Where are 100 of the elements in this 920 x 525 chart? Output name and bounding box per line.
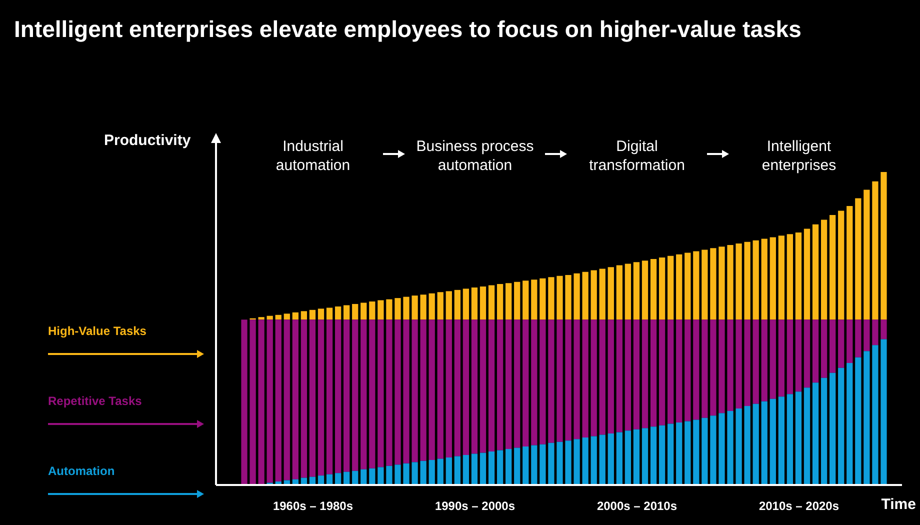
bar	[744, 242, 750, 320]
bar	[872, 181, 878, 320]
bar	[684, 252, 691, 320]
bar	[428, 293, 435, 320]
bar	[462, 288, 470, 320]
bar	[786, 320, 794, 394]
bar	[378, 300, 384, 320]
bar	[658, 425, 666, 484]
bar	[633, 429, 640, 484]
bar	[531, 445, 538, 484]
bar	[378, 320, 384, 468]
bar	[650, 426, 657, 484]
bar	[428, 320, 435, 460]
bar	[548, 442, 554, 484]
bar	[488, 320, 495, 452]
bar	[812, 320, 819, 383]
bar	[300, 311, 308, 320]
bar	[506, 283, 512, 320]
bar	[454, 456, 460, 484]
bar	[752, 404, 759, 484]
bar	[394, 320, 401, 465]
bar	[608, 433, 614, 484]
bar	[820, 320, 828, 378]
bar	[480, 286, 486, 320]
bar	[624, 264, 632, 320]
bar	[352, 304, 358, 320]
text: Repetitive Tasks	[48, 394, 143, 408]
bar	[300, 478, 308, 484]
bar	[642, 428, 648, 484]
bar	[437, 320, 444, 459]
bar	[582, 272, 588, 320]
bar	[642, 320, 648, 428]
bar	[702, 250, 708, 320]
bar	[846, 320, 853, 363]
bar	[378, 467, 384, 484]
bar	[471, 454, 478, 484]
bar	[522, 280, 529, 320]
chart-title: Intelligent enterprises elevate employees to focus on higher-value tasks	[14, 16, 802, 43]
bar	[718, 246, 725, 320]
bar	[812, 382, 819, 484]
bar	[403, 320, 410, 464]
x-axis-title: Time	[881, 496, 916, 513]
bar	[812, 224, 819, 320]
bar	[804, 388, 810, 484]
bar	[582, 320, 588, 438]
bar	[574, 273, 580, 320]
bar	[624, 320, 632, 431]
bar	[412, 462, 418, 484]
text: High-Value Tasks	[48, 324, 148, 338]
bar	[684, 320, 691, 422]
bar	[318, 476, 324, 484]
bar	[540, 320, 546, 444]
bar	[403, 463, 410, 484]
bar	[250, 320, 256, 484]
bar	[624, 430, 632, 484]
bar	[616, 320, 622, 432]
bar	[403, 296, 410, 320]
bar	[326, 308, 333, 320]
bar	[522, 446, 529, 484]
bar	[702, 418, 708, 484]
bar	[369, 320, 376, 468]
bar	[352, 470, 358, 484]
bar	[437, 458, 444, 484]
bar	[736, 320, 742, 408]
bar	[872, 345, 878, 484]
bar	[360, 302, 367, 320]
bar	[880, 339, 887, 484]
bar	[658, 257, 666, 320]
bar	[309, 310, 316, 320]
bar	[846, 362, 853, 484]
bar	[650, 320, 657, 427]
bar	[386, 466, 392, 484]
bar	[284, 314, 290, 320]
bar	[471, 320, 478, 454]
bar	[556, 320, 563, 442]
bar	[344, 305, 350, 320]
bar	[820, 220, 828, 320]
bar	[420, 460, 426, 484]
bar	[241, 320, 248, 484]
bar	[786, 234, 794, 320]
bar	[496, 450, 504, 484]
bar	[369, 301, 376, 320]
bar	[446, 457, 452, 484]
bar	[284, 480, 290, 484]
text: 1990s – 2000s	[434, 499, 516, 513]
bar	[318, 320, 324, 476]
bar	[795, 232, 802, 320]
bar	[838, 368, 844, 484]
bar	[565, 274, 572, 320]
bar	[480, 452, 486, 484]
annotation: Digital transformation	[588, 137, 686, 175]
bar	[326, 474, 333, 484]
bar	[548, 320, 554, 443]
bar	[574, 320, 580, 440]
bar	[352, 320, 358, 471]
bar	[744, 320, 750, 406]
bar	[344, 472, 350, 484]
bar	[446, 320, 452, 458]
bar	[838, 320, 844, 368]
bar	[608, 267, 614, 320]
